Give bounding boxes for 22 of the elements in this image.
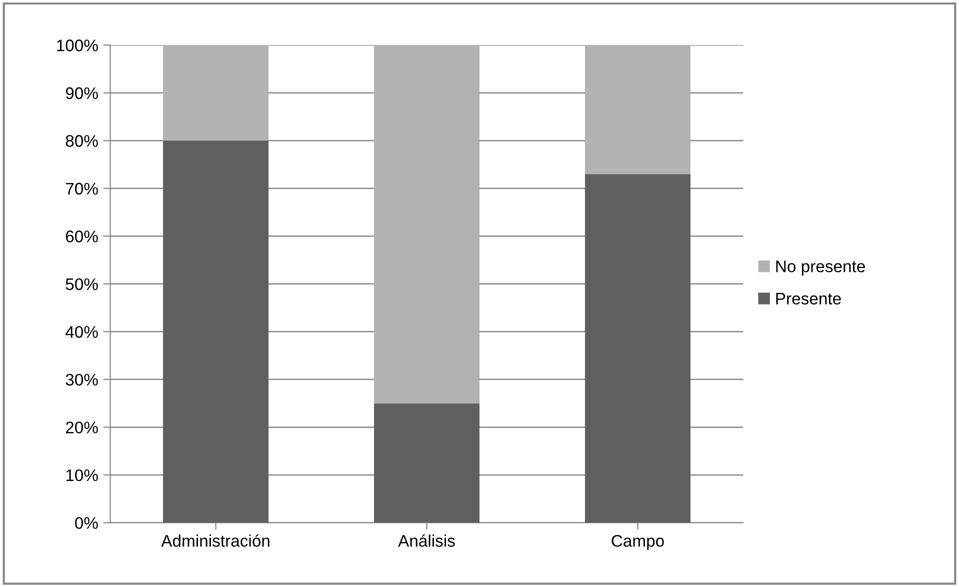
x-tick-label: Administración: [161, 534, 270, 547]
bar: [374, 403, 480, 523]
bar: [163, 45, 269, 141]
x-tick-label: Campo: [612, 534, 664, 550]
bar: [163, 140, 269, 523]
y-tick-label: 90%: [66, 87, 98, 100]
legend-label: No presente: [776, 260, 865, 276]
bar: [584, 174, 690, 523]
y-tick-label: 70%: [66, 182, 98, 195]
y-tick-label: 100%: [57, 40, 98, 52]
y-tick-label: 60%: [66, 230, 98, 242]
y-tick-label: 0%: [75, 517, 98, 529]
x-tick-label: Análisis: [398, 534, 455, 547]
y-tick-label: 10%: [66, 469, 98, 482]
bar: [584, 45, 690, 174]
bar: [374, 45, 480, 404]
y-tick-label: 50%: [66, 278, 98, 290]
y-tick-label: 20%: [66, 422, 98, 434]
y-tick-label: 80%: [66, 135, 98, 147]
y-tick-label: 40%: [66, 326, 98, 338]
y-tick-label: 30%: [66, 374, 98, 386]
legend-label: Presente: [776, 292, 841, 304]
